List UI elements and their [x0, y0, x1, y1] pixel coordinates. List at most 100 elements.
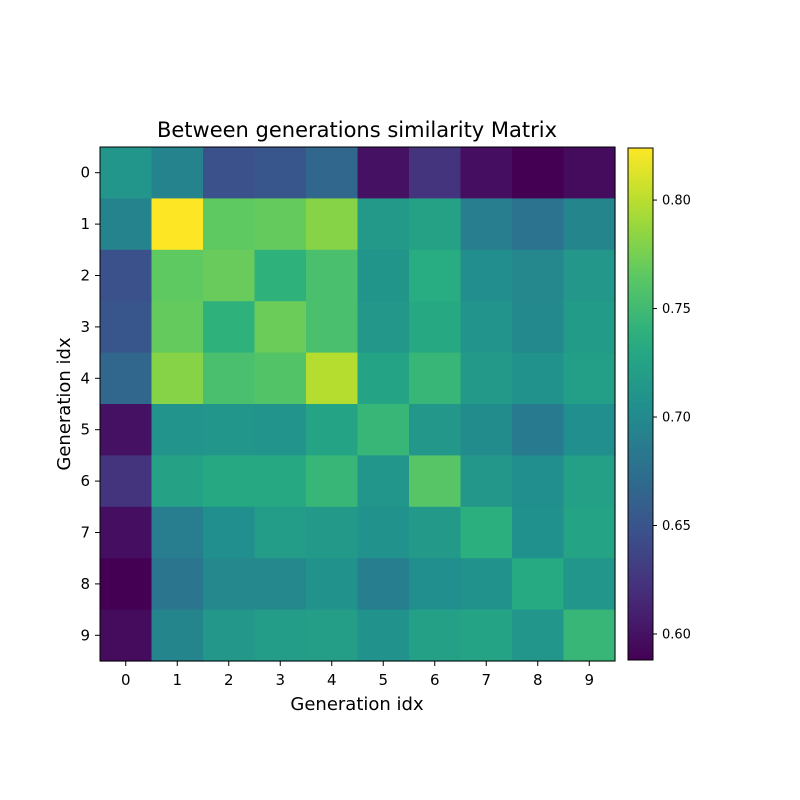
- heatmap-cell-8-6: [409, 558, 462, 611]
- heatmap-cell-8-1: [151, 558, 204, 611]
- heatmap-cell-1-5: [357, 198, 410, 251]
- y-tick-label: 0: [80, 164, 90, 182]
- heatmap-cell-7-1: [151, 506, 204, 559]
- heatmap-cell-3-6: [409, 301, 462, 354]
- heatmap-cell-3-9: [563, 301, 616, 354]
- heatmap-cell-7-8: [512, 506, 565, 559]
- plot-frame: [99, 146, 616, 662]
- x-axis: 0 1 2 3 4 5 6 7 8 9: [121, 661, 594, 689]
- heatmap-cell-2-8: [512, 249, 565, 302]
- heatmap-cells: [100, 147, 616, 662]
- heatmap-cell-1-3: [254, 198, 307, 251]
- colorbar-axis: 0.60 0.65 0.70 0.75 0.80: [653, 194, 691, 642]
- heatmap-cell-0-5: [357, 147, 410, 199]
- x-axis-label: Generation idx: [290, 694, 424, 715]
- heatmap-cell-5-1: [151, 404, 204, 456]
- x-tick-label: 4: [327, 671, 337, 689]
- x-tick-label: 5: [378, 671, 388, 689]
- heatmap-cell-2-7: [460, 249, 513, 302]
- heatmap-cell-3-2: [203, 301, 256, 354]
- heatmap-cell-2-9: [563, 249, 616, 302]
- heatmap-cell-4-0: [100, 352, 153, 405]
- heatmap-cell-3-3: [254, 301, 307, 354]
- heatmap-cell-4-6: [409, 352, 462, 405]
- heatmap-cell-9-9: [563, 609, 616, 662]
- x-tick-label: 1: [172, 671, 182, 689]
- heatmap-cell-1-2: [203, 198, 256, 251]
- heatmap-cell-0-7: [460, 147, 513, 199]
- heatmap-cell-6-6: [409, 455, 462, 508]
- heatmap-cell-4-1: [151, 352, 204, 405]
- heatmap-cell-9-1: [151, 609, 204, 662]
- heatmap-cell-5-8: [512, 404, 565, 456]
- colorbar-tick-label: 0.75: [662, 302, 691, 317]
- y-tick-label: 7: [80, 524, 90, 542]
- heatmap-cell-1-0: [100, 198, 153, 251]
- heatmap-cell-7-5: [357, 506, 410, 559]
- heatmap-cell-5-9: [563, 404, 616, 456]
- heatmap-cell-5-5: [357, 404, 410, 456]
- heatmap-cell-7-0: [100, 506, 153, 559]
- heatmap-cell-8-9: [563, 558, 616, 611]
- heatmap-cell-3-7: [460, 301, 513, 354]
- heatmap-cell-9-5: [357, 609, 410, 662]
- y-axis: 0 1 2 3 4 5 6 7 8 9: [80, 164, 100, 644]
- y-tick-label: 3: [80, 318, 90, 336]
- heatmap-cell-3-5: [357, 301, 410, 354]
- y-axis-label: Generation idx: [54, 337, 75, 471]
- heatmap-cell-8-0: [100, 558, 153, 611]
- heatmap-cell-6-2: [203, 455, 256, 508]
- heatmap-cell-0-3: [254, 147, 307, 199]
- heatmap-cell-1-9: [563, 198, 616, 251]
- y-tick-label: 8: [80, 575, 90, 593]
- heatmap-cell-8-2: [203, 558, 256, 611]
- heatmap-cell-4-7: [460, 352, 513, 405]
- heatmap-cell-5-4: [306, 404, 359, 456]
- heatmap-cell-0-0: [100, 147, 153, 199]
- heatmap-cell-4-9: [563, 352, 616, 405]
- heatmap-cell-5-6: [409, 404, 462, 456]
- heatmap-cell-9-7: [460, 609, 513, 662]
- heatmap-cell-3-4: [306, 301, 359, 354]
- heatmap-cell-4-8: [512, 352, 565, 405]
- heatmap-cell-1-7: [460, 198, 513, 251]
- heatmap-cell-6-9: [563, 455, 616, 508]
- heatmap-cell-8-4: [306, 558, 359, 611]
- heatmap-cell-2-4: [306, 249, 359, 302]
- heatmap-cell-0-4: [306, 147, 359, 199]
- heatmap-cell-0-2: [203, 147, 256, 199]
- heatmap-cell-4-5: [357, 352, 410, 405]
- heatmap-cell-6-4: [306, 455, 359, 508]
- heatmap-cell-8-5: [357, 558, 410, 611]
- heatmap-cell-6-8: [512, 455, 565, 508]
- colorbar-tick-label: 0.80: [662, 194, 691, 209]
- heatmap-cell-0-8: [512, 147, 565, 199]
- heatmap-cell-8-8: [512, 558, 565, 611]
- heatmap-cell-7-6: [409, 506, 462, 559]
- heatmap-cell-9-0: [100, 609, 153, 662]
- heatmap-cell-9-6: [409, 609, 462, 662]
- heatmap-cell-8-3: [254, 558, 307, 611]
- heatmap-cell-1-1: [151, 198, 204, 251]
- y-tick-label: 5: [80, 421, 90, 439]
- heatmap-cell-7-7: [460, 506, 513, 559]
- chart-title: Between generations similarity Matrix: [157, 118, 557, 142]
- heatmap-cell-4-3: [254, 352, 307, 405]
- heatmap-cell-6-1: [151, 455, 204, 508]
- heatmap-cell-1-6: [409, 198, 462, 251]
- x-tick-label: 8: [533, 671, 543, 689]
- heatmap-cell-1-4: [306, 198, 359, 251]
- colorbar-tick-label: 0.60: [662, 627, 691, 642]
- heatmap-cell-7-2: [203, 506, 256, 559]
- colorbar-tick-label: 0.65: [662, 519, 691, 534]
- y-tick-label: 2: [80, 267, 90, 285]
- heatmap-cell-9-3: [254, 609, 307, 662]
- y-tick-label: 9: [80, 626, 90, 644]
- heatmap-cell-5-2: [203, 404, 256, 456]
- heatmap-cell-2-1: [151, 249, 204, 302]
- heatmap-cell-5-0: [100, 404, 153, 456]
- heatmap-cell-2-6: [409, 249, 462, 302]
- heatmap-cell-6-5: [357, 455, 410, 508]
- x-tick-label: 9: [584, 671, 594, 689]
